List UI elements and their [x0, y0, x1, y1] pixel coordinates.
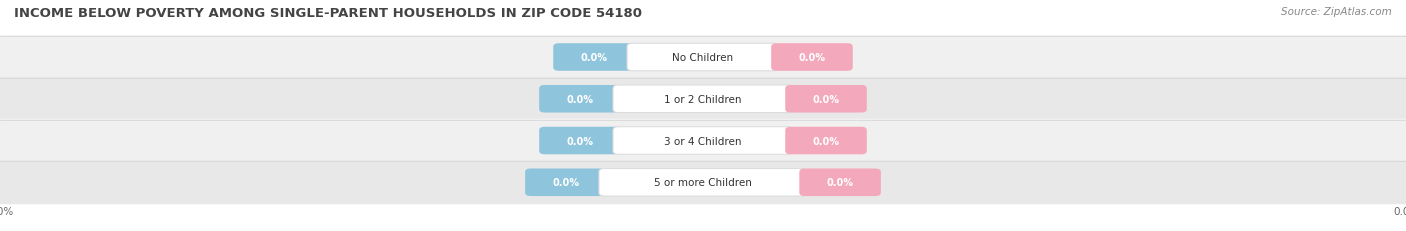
FancyBboxPatch shape: [540, 127, 621, 155]
Text: 0.0%: 0.0%: [581, 53, 607, 63]
Text: 0.0%: 0.0%: [813, 136, 839, 146]
Text: 0.0%: 0.0%: [567, 136, 593, 146]
Text: 0.0%: 0.0%: [553, 177, 579, 188]
FancyBboxPatch shape: [540, 86, 621, 113]
Text: Source: ZipAtlas.com: Source: ZipAtlas.com: [1281, 7, 1392, 17]
Text: 0.0%: 0.0%: [567, 94, 593, 104]
FancyBboxPatch shape: [627, 44, 779, 71]
FancyBboxPatch shape: [785, 86, 866, 113]
Text: 0.0%: 0.0%: [827, 177, 853, 188]
FancyBboxPatch shape: [0, 77, 1406, 121]
FancyBboxPatch shape: [526, 169, 607, 196]
FancyBboxPatch shape: [772, 44, 852, 71]
FancyBboxPatch shape: [785, 127, 866, 155]
Text: INCOME BELOW POVERTY AMONG SINGLE-PARENT HOUSEHOLDS IN ZIP CODE 54180: INCOME BELOW POVERTY AMONG SINGLE-PARENT…: [14, 7, 643, 20]
FancyBboxPatch shape: [613, 86, 793, 113]
FancyBboxPatch shape: [554, 44, 636, 71]
FancyBboxPatch shape: [0, 161, 1406, 204]
FancyBboxPatch shape: [0, 36, 1406, 79]
Text: 3 or 4 Children: 3 or 4 Children: [664, 136, 742, 146]
Text: 5 or more Children: 5 or more Children: [654, 177, 752, 188]
Text: 0.0%: 0.0%: [799, 53, 825, 63]
Text: 1 or 2 Children: 1 or 2 Children: [664, 94, 742, 104]
FancyBboxPatch shape: [799, 169, 880, 196]
Text: No Children: No Children: [672, 53, 734, 63]
FancyBboxPatch shape: [599, 169, 807, 196]
Text: 0.0%: 0.0%: [813, 94, 839, 104]
FancyBboxPatch shape: [0, 119, 1406, 163]
FancyBboxPatch shape: [613, 127, 793, 155]
